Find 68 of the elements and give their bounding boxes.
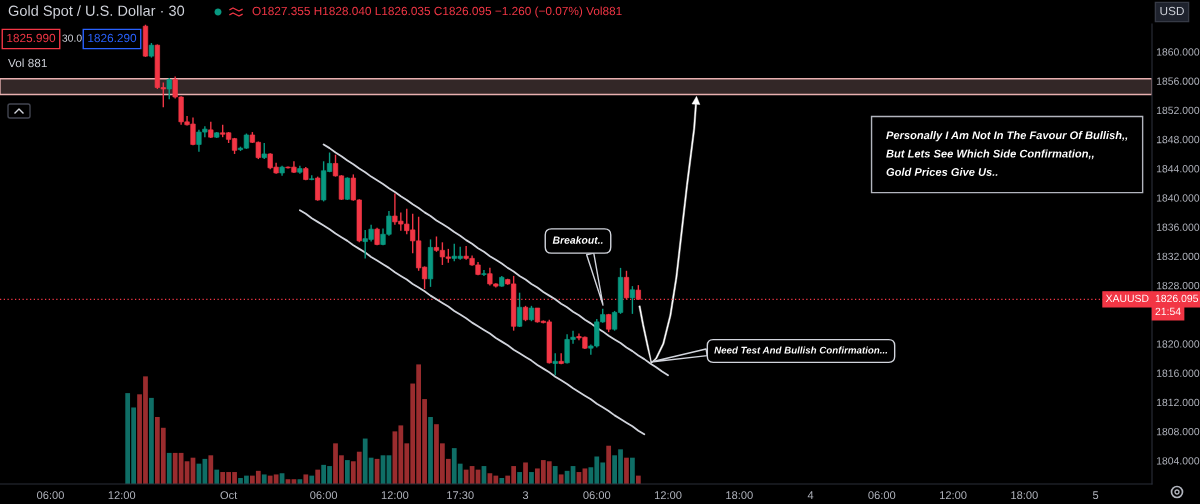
x-tick-label: 18:00 <box>726 491 753 500</box>
candlestick <box>552 352 558 376</box>
y-tick-label: 1820.000 <box>1156 340 1200 348</box>
x-tick-label: 3 <box>522 491 529 500</box>
y-tick-label: 1840.000 <box>1156 194 1200 202</box>
bar <box>552 466 558 484</box>
bar <box>149 397 154 484</box>
annotation: 1825.990 <box>7 33 56 43</box>
x-tick-label: 5 <box>1092 491 1099 500</box>
text: O1827.355 H1828.040 L1826.035 C1826.095 −1.260 (−0.07%) Vol881 <box>252 6 622 18</box>
x-tick-label: 06:00 <box>583 491 611 500</box>
y-tick-label: 1860.000 <box>1156 48 1200 56</box>
y-tick-label: 1852.000 <box>1156 106 1200 115</box>
bar <box>630 457 635 484</box>
y-tick-label: 1808.000 <box>1156 427 1200 436</box>
x-tick-label: 12:00 <box>108 491 136 500</box>
bar <box>345 460 350 484</box>
bar <box>529 472 534 484</box>
x-tick-label: 12:00 <box>940 491 967 500</box>
bar <box>166 452 172 484</box>
y-tick-label: 1836.000 <box>1156 223 1200 231</box>
annotation: XAUUSD <box>1105 294 1149 303</box>
annotation: 1826.290 <box>88 33 137 43</box>
annotation: 30.0 <box>62 34 82 42</box>
x-tick-label: Oct <box>220 491 238 500</box>
y-tick-label: 1832.000 <box>1156 252 1200 261</box>
candlestick <box>629 285 636 315</box>
y-tick-label: 1856.000 <box>1156 77 1200 85</box>
y-tick-label: 1804.000 <box>1156 457 1200 465</box>
x-tick-label: 12:00 <box>381 491 409 500</box>
y-tick-label: 1844.000 <box>1156 165 1200 173</box>
bar <box>208 455 214 484</box>
x-tick-label: 06:00 <box>37 491 64 500</box>
chart-title: Gold Spot / U.S. Dollar · 30 <box>8 5 185 19</box>
x-tick-label: 06:00 <box>310 491 338 500</box>
bar <box>303 474 309 484</box>
candlestick <box>516 292 523 328</box>
candlestick <box>166 77 172 100</box>
x-tick-label: 12:00 <box>654 491 682 500</box>
bar <box>428 417 433 484</box>
candlestick <box>558 352 564 365</box>
ref-line-label: 1826.095 <box>1155 294 1199 303</box>
candlestick <box>344 176 350 201</box>
y-tick-label: 1812.000 <box>1156 398 1200 407</box>
x-tick-label: 06:00 <box>868 491 896 500</box>
text: 21:54 <box>1155 307 1181 316</box>
line-series <box>298 209 646 436</box>
text: USD <box>1160 6 1184 16</box>
bar <box>214 469 220 484</box>
bar <box>517 472 522 484</box>
bar <box>315 469 321 484</box>
bar <box>624 457 629 484</box>
x-tick-label: 18:00 <box>1011 491 1038 500</box>
x-tick-label: 4 <box>807 491 814 499</box>
bar <box>558 474 564 484</box>
y-tick-label: 1848.000 <box>1156 135 1200 144</box>
bar <box>606 445 612 484</box>
bar <box>261 474 267 484</box>
y-tick-label: 1828.000 <box>1156 281 1200 290</box>
candlestick <box>481 269 487 277</box>
annotation: Breakout.. <box>552 236 603 244</box>
candlestick <box>315 175 321 202</box>
annotation: Vol 881 <box>8 58 47 68</box>
bar <box>523 462 528 484</box>
annotation: Need Test And Bullish Confirmation... <box>714 346 888 354</box>
x-tick-label: 17:30 <box>447 491 474 500</box>
annotation: Personally I Am Not In The Favour Of Bullish,, But Lets See Which Side Confirmation,, Gold Prices Give Us.. <box>886 131 1128 176</box>
y-tick-label: 1816.000 <box>1156 369 1200 377</box>
